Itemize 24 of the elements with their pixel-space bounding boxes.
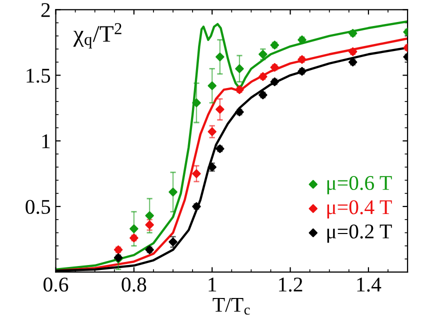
y-tick-label: 1 [42,134,50,148]
x-tick-label: 1.4 [357,278,382,292]
legend-label: μ=0.6 T [327,176,392,194]
point [192,169,201,178]
y-tick-label: 0.5 [26,200,50,214]
point [235,64,244,74]
point [192,98,201,108]
point [216,105,224,114]
point [130,224,138,234]
legend-label: μ=0.2 T [327,224,392,243]
point [208,81,216,90]
y-axis-title: χ$_{q}$/T$^{2}$ [73,23,122,48]
point [168,188,178,196]
point [168,238,178,246]
point [208,127,216,136]
x-tick-label: 0.8 [122,278,146,292]
y-tick-label: 1.5 [26,68,50,83]
x-tick-label: 1 [208,278,216,292]
legend-label: μ=0.4 T [327,200,392,219]
x-tick-label: 1.2 [279,278,302,292]
y-tick-label: 2 [41,3,50,17]
x-tick-label: 0.6 [44,278,68,292]
x-axis-title: T/T$_{c}$ [212,298,250,315]
point [216,52,224,62]
